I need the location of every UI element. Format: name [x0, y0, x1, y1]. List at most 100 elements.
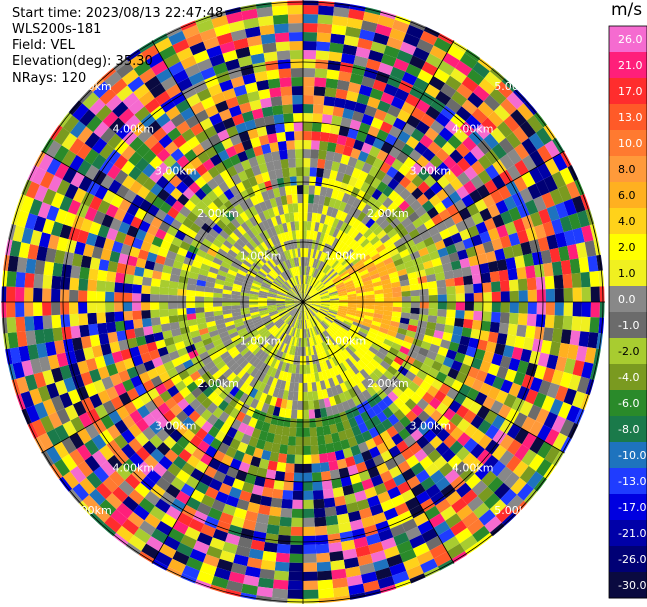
velocity-gate — [510, 109, 527, 127]
velocity-gate — [199, 117, 214, 131]
velocity-gate — [296, 302, 303, 308]
velocity-gate — [451, 232, 463, 244]
velocity-gate — [300, 302, 303, 311]
velocity-gate — [450, 426, 464, 441]
velocity-gate — [426, 206, 439, 219]
velocity-gate — [336, 330, 345, 339]
velocity-gate — [226, 426, 238, 439]
velocity-gate — [273, 479, 285, 490]
velocity-gate — [331, 260, 340, 269]
velocity-gate — [347, 226, 356, 237]
velocity-gate — [78, 176, 93, 192]
velocity-gate — [587, 255, 599, 272]
velocity-gate — [393, 356, 405, 366]
velocity-gate — [177, 398, 190, 411]
velocity-gate — [144, 260, 156, 271]
velocity-gate — [273, 434, 282, 445]
velocity-gate — [115, 405, 130, 420]
velocity-gate — [482, 302, 492, 312]
velocity-gate — [116, 262, 127, 274]
velocity-gate — [474, 123, 491, 140]
velocity-gate — [391, 281, 401, 288]
velocity-gate — [361, 400, 372, 412]
velocity-gate — [168, 528, 185, 543]
velocity-gate — [364, 105, 378, 118]
velocity-gate — [307, 382, 313, 392]
velocity-gate — [389, 217, 401, 229]
velocity-gate — [231, 311, 242, 317]
velocity-gate — [338, 303, 348, 307]
velocity-gate — [288, 363, 294, 374]
velocity-gate — [303, 293, 305, 302]
velocity-gate — [146, 341, 158, 353]
range-ring-label: 1.00km — [240, 334, 282, 347]
velocity-gate — [321, 223, 328, 234]
velocity-gate — [61, 132, 78, 150]
velocity-gate — [149, 83, 166, 99]
velocity-gate — [305, 310, 309, 320]
velocity-gate — [244, 374, 254, 385]
velocity-gate — [392, 570, 410, 585]
velocity-gate — [252, 358, 261, 368]
velocity-gate — [321, 263, 328, 272]
velocity-gate — [94, 404, 109, 419]
velocity-gate — [250, 288, 260, 293]
velocity-gate — [410, 289, 420, 297]
velocity-gate — [186, 289, 196, 297]
velocity-gate — [367, 96, 381, 109]
velocity-gate — [121, 429, 136, 444]
velocity-gate — [332, 218, 340, 228]
velocity-gate — [276, 299, 286, 302]
velocity-gate — [226, 235, 237, 246]
velocity-gate — [303, 454, 312, 464]
velocity-gate — [184, 526, 201, 541]
velocity-gate — [271, 327, 279, 336]
velocity-gate — [355, 221, 366, 233]
velocity-gate — [318, 310, 328, 316]
velocity-gate — [212, 406, 224, 419]
velocity-gate — [482, 350, 495, 364]
velocity-gate — [99, 429, 114, 445]
velocity-gate — [544, 275, 555, 290]
velocity-gate — [131, 467, 147, 483]
velocity-gate — [331, 237, 339, 248]
velocity-gate — [80, 255, 92, 269]
velocity-gate — [355, 310, 366, 316]
velocity-gate — [374, 482, 388, 496]
velocity-gate — [303, 14, 319, 24]
velocity-gate — [365, 375, 376, 386]
velocity-gate — [293, 382, 299, 392]
velocity-gate — [411, 416, 424, 430]
velocity-gate — [251, 184, 262, 196]
velocity-gate — [280, 242, 287, 252]
velocity-gate — [213, 173, 225, 186]
velocity-gate — [258, 340, 267, 349]
velocity-gate — [264, 261, 273, 271]
velocity-gate — [317, 323, 325, 333]
velocity-gate — [295, 167, 303, 177]
velocity-gate — [319, 333, 326, 343]
velocity-gate — [150, 294, 160, 302]
velocity-gate — [399, 279, 410, 287]
velocity-gate — [129, 180, 143, 195]
velocity-gate — [209, 53, 226, 67]
velocity-gate — [366, 407, 377, 419]
velocity-gate — [521, 416, 536, 433]
velocity-gate — [328, 51, 343, 62]
velocity-gate — [353, 55, 369, 68]
velocity-gate — [199, 28, 217, 42]
velocity-gate — [174, 340, 186, 351]
velocity-gate — [362, 11, 380, 24]
velocity-gate — [341, 257, 350, 266]
velocity-gate — [378, 528, 394, 542]
velocity-gate — [231, 305, 241, 310]
velocity-gate — [279, 77, 292, 88]
velocity-gate — [94, 235, 107, 249]
velocity-gate — [293, 276, 298, 286]
velocity-gate — [226, 125, 239, 138]
velocity-gate — [318, 0, 335, 7]
velocity-gate — [96, 312, 107, 324]
azimuth-spoke — [302, 150, 565, 303]
velocity-gate — [313, 280, 320, 288]
velocity-gate — [124, 273, 135, 285]
